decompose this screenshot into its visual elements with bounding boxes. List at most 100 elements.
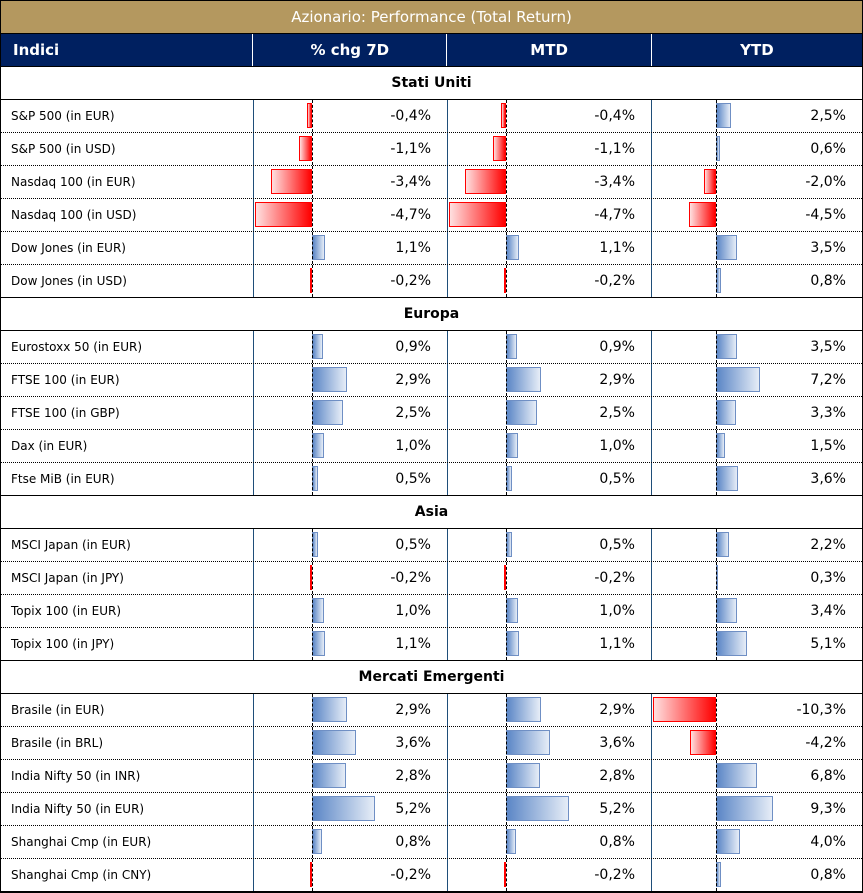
ytd-data-bar bbox=[653, 697, 716, 722]
zero-axis bbox=[716, 199, 717, 231]
zero-axis bbox=[506, 793, 507, 825]
mtd-value: 2,9% bbox=[599, 702, 635, 718]
d7-data-bar bbox=[270, 169, 312, 194]
d7-value: 2,9% bbox=[395, 372, 431, 388]
zero-axis bbox=[716, 595, 717, 627]
zero-axis bbox=[506, 760, 507, 792]
ytd-cell: 1,5% bbox=[651, 430, 862, 462]
header-ytd: YTD bbox=[650, 34, 862, 66]
ytd-data-bar bbox=[716, 103, 732, 128]
zero-axis bbox=[506, 232, 507, 264]
index-name: Ftse MiB (in EUR) bbox=[11, 472, 115, 486]
group-header: Asia bbox=[1, 496, 862, 529]
table-row: Brasile (in EUR) 2,9% 2,9% -10,3% bbox=[1, 694, 862, 727]
index-name: Shanghai Cmp (in EUR) bbox=[11, 835, 152, 849]
index-name: Brasile (in EUR) bbox=[11, 703, 105, 717]
d7-cell: 2,8% bbox=[253, 760, 447, 792]
zero-axis bbox=[716, 265, 717, 297]
zero-axis bbox=[716, 793, 717, 825]
ytd-data-bar bbox=[716, 367, 760, 392]
d7-cell: -4,7% bbox=[253, 199, 447, 231]
d7-data-bar bbox=[312, 334, 323, 359]
zero-axis bbox=[716, 331, 717, 363]
d7-value: 3,6% bbox=[395, 735, 431, 751]
mtd-cell: -0,2% bbox=[447, 859, 651, 891]
d7-value: 2,5% bbox=[395, 405, 431, 421]
zero-axis bbox=[506, 595, 507, 627]
mtd-data-bar bbox=[503, 862, 506, 887]
d7-cell: 2,9% bbox=[253, 694, 447, 726]
d7-data-bar bbox=[309, 565, 312, 590]
d7-cell: 1,1% bbox=[253, 628, 447, 660]
ytd-data-bar bbox=[716, 400, 737, 425]
zero-axis bbox=[506, 826, 507, 858]
ytd-data-bar bbox=[716, 235, 738, 260]
ytd-value: 7,2% bbox=[810, 372, 846, 388]
ytd-data-bar bbox=[688, 202, 716, 227]
ytd-cell: 3,3% bbox=[651, 397, 862, 429]
zero-axis bbox=[312, 232, 313, 264]
zero-axis bbox=[312, 100, 313, 132]
zero-axis bbox=[312, 793, 313, 825]
zero-axis bbox=[506, 199, 507, 231]
mtd-value: 0,9% bbox=[599, 339, 635, 355]
mtd-cell: -3,4% bbox=[447, 166, 651, 198]
ytd-cell: 2,5% bbox=[651, 100, 862, 132]
d7-data-bar bbox=[312, 763, 347, 788]
d7-value: 1,0% bbox=[395, 438, 431, 454]
index-name: Topix 100 (in JPY) bbox=[11, 637, 115, 651]
table-row: India Nifty 50 (in EUR) 5,2% 5,2% 9,3% bbox=[1, 793, 862, 826]
ytd-cell: -4,5% bbox=[651, 199, 862, 231]
header-mtd: MTD bbox=[446, 34, 650, 66]
zero-axis bbox=[716, 529, 717, 561]
mtd-value: 2,5% bbox=[599, 405, 635, 421]
zero-axis bbox=[506, 265, 507, 297]
d7-cell: -3,4% bbox=[253, 166, 447, 198]
mtd-value: -0,2% bbox=[594, 273, 635, 289]
zero-axis bbox=[506, 331, 507, 363]
zero-axis bbox=[506, 562, 507, 594]
table-row: Dow Jones (in USD) -0,2% -0,2% 0,8% bbox=[1, 265, 862, 298]
zero-axis bbox=[312, 694, 313, 726]
d7-data-bar bbox=[312, 796, 376, 821]
d7-data-bar bbox=[309, 862, 312, 887]
ytd-cell: 3,5% bbox=[651, 232, 862, 264]
zero-axis bbox=[716, 727, 717, 759]
zero-axis bbox=[506, 166, 507, 198]
index-name: FTSE 100 (in GBP) bbox=[11, 406, 120, 420]
mtd-data-bar bbox=[492, 136, 506, 161]
zero-axis bbox=[506, 859, 507, 891]
ytd-cell: 6,8% bbox=[651, 760, 862, 792]
d7-cell: 1,0% bbox=[253, 430, 447, 462]
mtd-cell: 2,9% bbox=[447, 694, 651, 726]
ytd-value: 2,2% bbox=[810, 537, 846, 553]
d7-cell: 1,0% bbox=[253, 595, 447, 627]
mtd-cell: 2,9% bbox=[447, 364, 651, 396]
index-name: MSCI Japan (in EUR) bbox=[11, 538, 131, 552]
d7-cell: 0,9% bbox=[253, 331, 447, 363]
mtd-data-bar bbox=[464, 169, 506, 194]
group-header: Stati Uniti bbox=[1, 67, 862, 100]
mtd-data-bar bbox=[448, 202, 506, 227]
group-header: Europa bbox=[1, 298, 862, 331]
mtd-value: 1,0% bbox=[599, 603, 635, 619]
mtd-cell: 5,2% bbox=[447, 793, 651, 825]
mtd-cell: 1,0% bbox=[447, 595, 651, 627]
header-indici: Indici bbox=[13, 41, 60, 59]
ytd-value: 9,3% bbox=[810, 801, 846, 817]
table-row: Dax (in EUR) 1,0% 1,0% 1,5% bbox=[1, 430, 862, 463]
table-row: FTSE 100 (in EUR) 2,9% 2,9% 7,2% bbox=[1, 364, 862, 397]
ytd-value: 5,1% bbox=[810, 636, 846, 652]
table-row: Nasdaq 100 (in EUR) -3,4% -3,4% -2,0% bbox=[1, 166, 862, 199]
mtd-cell: 2,8% bbox=[447, 760, 651, 792]
mtd-data-bar bbox=[506, 796, 570, 821]
ytd-cell: 5,1% bbox=[651, 628, 862, 660]
table-row: Dow Jones (in EUR) 1,1% 1,1% 3,5% bbox=[1, 232, 862, 265]
zero-axis bbox=[506, 430, 507, 462]
mtd-value: 1,0% bbox=[599, 438, 635, 454]
ytd-data-bar bbox=[716, 829, 741, 854]
ytd-data-bar bbox=[716, 334, 738, 359]
zero-axis bbox=[716, 694, 717, 726]
table-row: MSCI Japan (in EUR) 0,5% 0,5% 2,2% bbox=[1, 529, 862, 562]
ytd-cell: 4,0% bbox=[651, 826, 862, 858]
